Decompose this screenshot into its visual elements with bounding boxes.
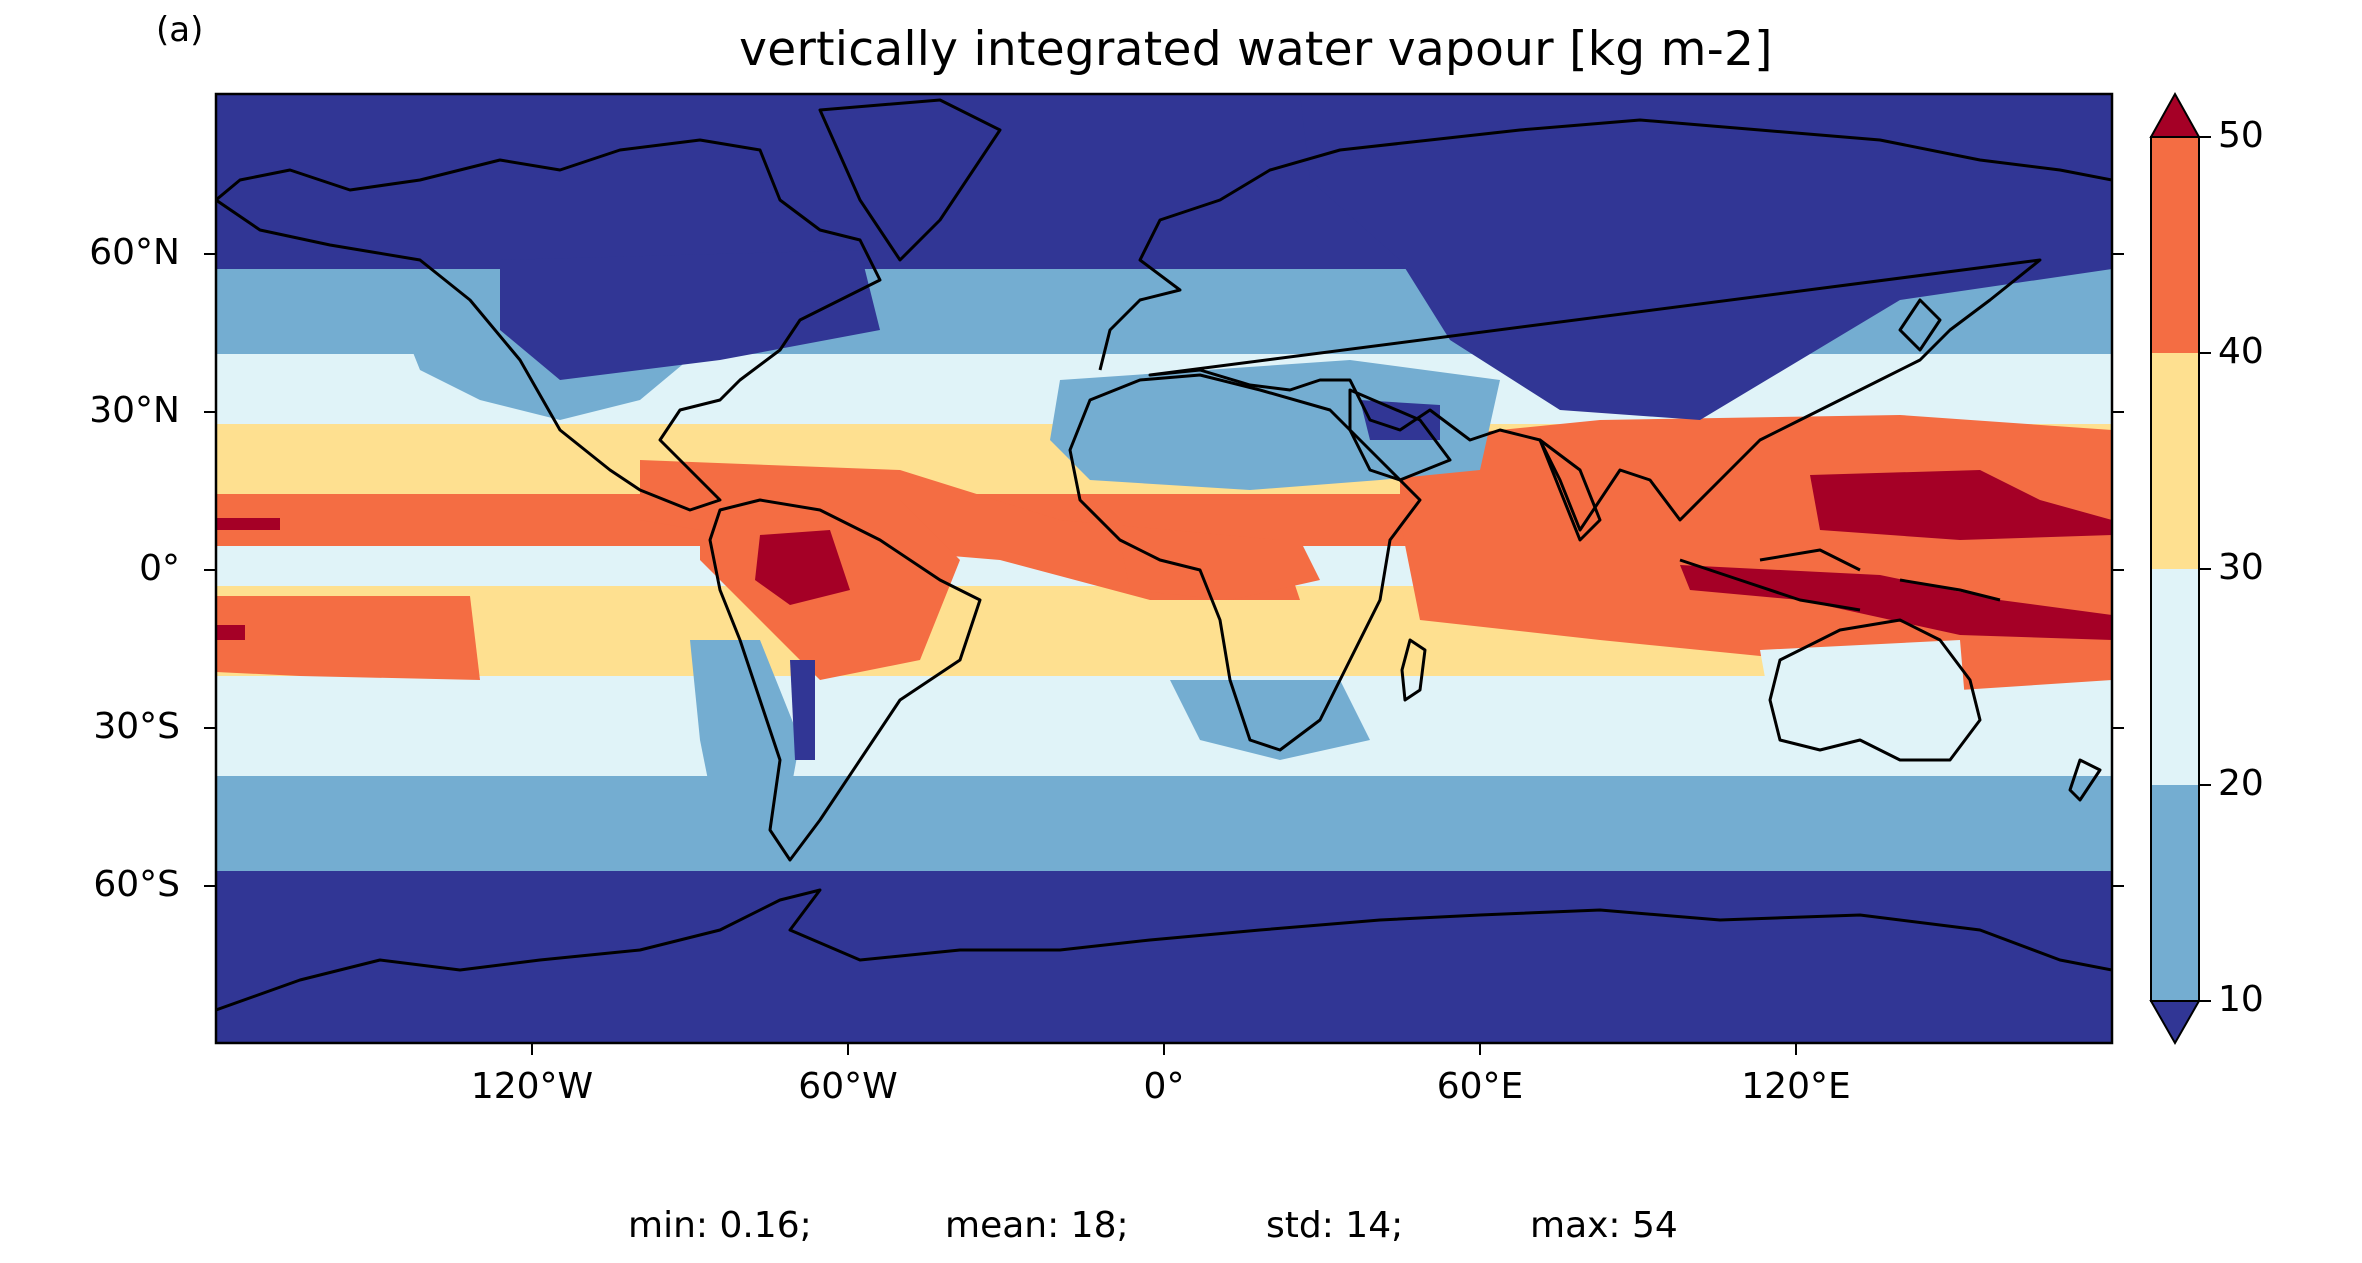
patch-tibet-dry: [1360, 400, 1440, 440]
coast-japan: [1898, 298, 1942, 352]
ytick-label-30n: 30°N: [89, 390, 180, 431]
colorbar-label-30: 30: [2218, 547, 2264, 588]
panel-label: (a): [156, 10, 204, 50]
patch-south-pacific-convergence: [216, 596, 480, 680]
coast-africa: [1068, 373, 1422, 752]
colorbar-label-40: 40: [2218, 331, 2264, 372]
map-title-wrap: vertically integrated water vapour [kg m…: [0, 22, 2362, 77]
patch-australia-dry: [1760, 640, 1970, 760]
patch-amazon-max: [755, 530, 850, 605]
patch-south-pacific-max: [216, 625, 245, 640]
xtick-label-120e: 120°E: [1741, 1066, 1851, 1107]
coast-north-america: [216, 138, 882, 512]
ytick-label-30s: 30°S: [93, 706, 180, 747]
xtick-label-60e: 60°E: [1436, 1066, 1524, 1107]
colorbar: [2149, 91, 2211, 1046]
patch-south-africa-dry: [1170, 680, 1370, 760]
xtick-label-60w: 60°W: [798, 1066, 898, 1107]
map-title: vertically integrated water vapour [kg m…: [739, 22, 1773, 77]
coast-arabia: [1348, 388, 1452, 482]
ytick-label-0: 0°: [139, 548, 180, 589]
colorbar-seg-30-40: [2151, 353, 2199, 569]
xtick-label-120w: 120°W: [470, 1066, 594, 1107]
patch-andes-very-dry: [790, 660, 815, 760]
colorbar-extend-max: [2149, 91, 2201, 138]
colorbar-label-50: 50: [2218, 115, 2264, 156]
coast-australia: [1768, 618, 1982, 762]
colorbar-seg-10-20: [2151, 785, 2199, 1001]
coast-new-zealand: [2068, 758, 2102, 802]
axis-ticks: [204, 253, 2124, 1055]
patch-warmpool-max: [1810, 470, 2112, 540]
band-midlat-south: [216, 776, 2112, 871]
colorbar-label-10: 10: [2218, 979, 2264, 1020]
coastlines: [216, 98, 2112, 1012]
colorbar-seg-40-50: [2151, 137, 2199, 353]
coast-madagascar: [1400, 638, 1427, 702]
map-field: [216, 94, 2112, 1043]
coast-indonesia: [1679, 548, 2001, 612]
coast-eurasia: [1098, 118, 2112, 532]
patch-east-pacific-max: [216, 518, 280, 530]
colorbar-seg-20-30: [2151, 569, 2199, 785]
stat-min: min: 0.16;: [628, 1205, 812, 1246]
ytick-label-60n: 60°N: [89, 232, 180, 273]
band-polar-south: [216, 871, 2112, 1043]
xtick-label-0: 0°: [1143, 1066, 1185, 1107]
patch-canada-dry: [500, 250, 880, 380]
colorbar-extend-min: [2149, 1000, 2201, 1046]
coast-india: [1538, 438, 1602, 542]
patch-asia-dry: [1300, 94, 2112, 420]
stat-mean: mean: 18;: [945, 1205, 1129, 1246]
stat-std: std: 14;: [1266, 1205, 1404, 1246]
coast-greenland: [818, 98, 1002, 262]
ytick-label-60s: 60°S: [93, 864, 180, 905]
patch-andes-dry: [690, 640, 800, 850]
coast-antarctica: [216, 888, 2112, 1012]
patch-sahara-arabia-dry: [1050, 360, 1500, 490]
stat-max: max: 54: [1530, 1205, 1678, 1246]
patch-indonesia-max: [1680, 565, 2112, 640]
patch-africa-humid: [1120, 540, 1320, 600]
coast-south-america: [708, 498, 982, 862]
colorbar-label-20: 20: [2218, 763, 2264, 804]
